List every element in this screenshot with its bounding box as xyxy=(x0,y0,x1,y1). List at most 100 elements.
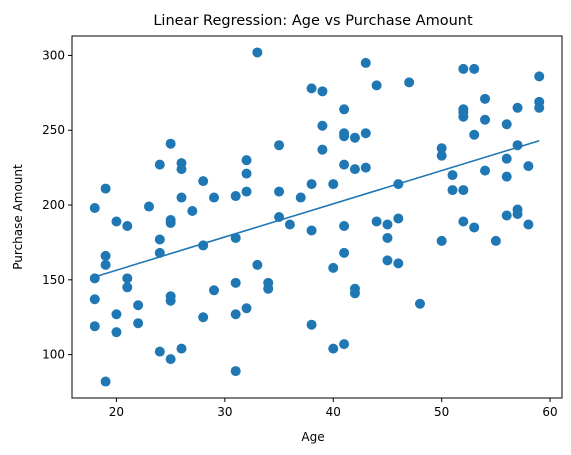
data-point xyxy=(165,138,176,149)
data-point xyxy=(458,216,469,227)
data-point xyxy=(469,63,480,74)
data-point xyxy=(111,309,122,320)
data-point xyxy=(501,171,512,182)
data-point xyxy=(469,222,480,233)
data-point xyxy=(176,164,187,175)
data-point xyxy=(100,259,111,270)
data-point xyxy=(122,220,133,231)
data-point xyxy=(241,155,252,166)
y-tick-label: 150 xyxy=(42,273,65,287)
data-point xyxy=(371,80,382,91)
data-point xyxy=(382,219,393,230)
data-point xyxy=(187,206,198,217)
data-point xyxy=(100,376,111,387)
data-point xyxy=(512,209,523,220)
data-point xyxy=(447,185,458,196)
data-point xyxy=(447,170,458,181)
data-point xyxy=(339,247,350,258)
data-point xyxy=(328,343,339,354)
data-point xyxy=(317,144,328,155)
data-point xyxy=(154,234,165,245)
data-point xyxy=(263,283,274,294)
data-point xyxy=(89,321,100,332)
data-point xyxy=(349,164,360,175)
data-point xyxy=(176,192,187,203)
data-point xyxy=(523,161,534,172)
data-point xyxy=(143,201,154,212)
x-tick-label: 20 xyxy=(109,405,124,419)
data-point xyxy=(100,183,111,194)
data-point xyxy=(501,153,512,164)
data-point xyxy=(393,258,404,269)
data-point xyxy=(458,111,469,122)
data-point xyxy=(501,119,512,130)
data-point xyxy=(198,312,209,323)
data-point xyxy=(523,219,534,230)
data-point xyxy=(490,235,501,246)
data-point xyxy=(230,191,241,202)
data-point xyxy=(111,327,122,338)
data-point xyxy=(349,132,360,143)
data-point xyxy=(122,273,133,284)
data-point xyxy=(209,285,220,296)
data-point xyxy=(371,216,382,227)
data-point xyxy=(154,159,165,170)
y-axis: 100 150 200 250 300 xyxy=(42,48,72,362)
y-tick-label: 250 xyxy=(42,123,65,137)
x-tick-label: 60 xyxy=(542,405,557,419)
data-point xyxy=(230,277,241,288)
data-point xyxy=(360,128,371,139)
data-point xyxy=(306,179,317,190)
data-point xyxy=(100,250,111,261)
data-point xyxy=(165,354,176,365)
data-point xyxy=(252,47,263,58)
data-point xyxy=(328,179,339,190)
data-point xyxy=(393,213,404,224)
data-point xyxy=(382,255,393,266)
regression-line xyxy=(94,139,540,278)
data-point xyxy=(360,162,371,173)
data-point xyxy=(241,303,252,314)
x-tick-label: 40 xyxy=(326,405,341,419)
data-point xyxy=(295,192,306,203)
x-axis: 20 30 40 50 60 xyxy=(109,398,558,419)
y-tick-label: 100 xyxy=(42,348,65,362)
data-point xyxy=(274,140,285,151)
data-point xyxy=(501,210,512,221)
data-point xyxy=(209,192,220,203)
data-point xyxy=(339,220,350,231)
data-point xyxy=(404,77,415,88)
plot-area xyxy=(89,47,545,387)
y-axis-label: Purchase Amount xyxy=(11,164,25,270)
data-point xyxy=(241,168,252,179)
data-point xyxy=(534,102,545,113)
data-point xyxy=(469,129,480,140)
data-point xyxy=(339,104,350,115)
data-point xyxy=(436,150,447,161)
data-point xyxy=(317,86,328,97)
data-point xyxy=(230,366,241,377)
data-point xyxy=(241,186,252,197)
data-point xyxy=(89,203,100,214)
data-point xyxy=(89,294,100,305)
data-point xyxy=(339,159,350,170)
y-tick-label: 200 xyxy=(42,198,65,212)
data-point xyxy=(328,262,339,273)
x-tick-label: 50 xyxy=(434,405,449,419)
data-point xyxy=(349,288,360,299)
data-point xyxy=(480,165,491,176)
data-point xyxy=(230,232,241,243)
data-point xyxy=(458,63,469,74)
data-point xyxy=(480,114,491,125)
data-point xyxy=(339,131,350,142)
data-point xyxy=(284,219,295,230)
data-point xyxy=(176,343,187,354)
data-point xyxy=(382,232,393,243)
data-point xyxy=(480,93,491,104)
data-point xyxy=(306,83,317,94)
data-point xyxy=(111,216,122,227)
data-point xyxy=(154,346,165,357)
data-point xyxy=(165,295,176,306)
data-point xyxy=(458,185,469,196)
